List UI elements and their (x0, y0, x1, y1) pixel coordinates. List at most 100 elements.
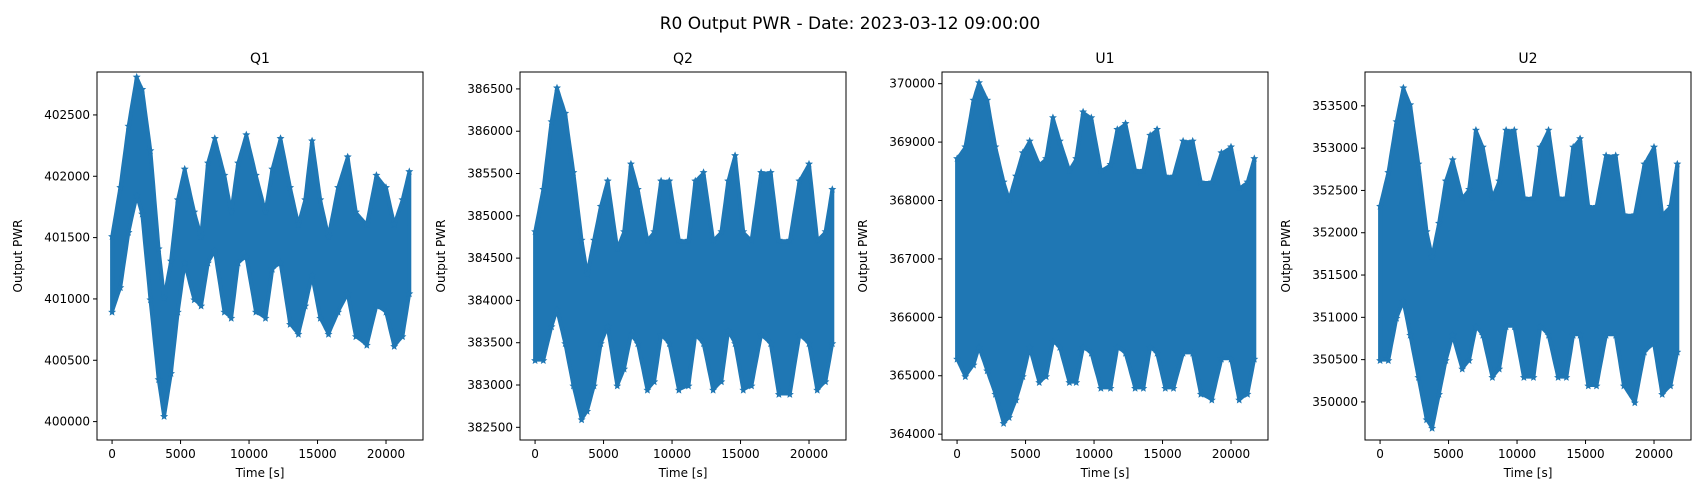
x-axis-label: Time [s] (658, 466, 708, 480)
data-point-star (731, 339, 739, 348)
data-point-star (1018, 372, 1027, 381)
axes-frame (96, 71, 424, 441)
x-tick-label: 15000 (721, 447, 759, 461)
data-point-star (1042, 372, 1051, 381)
subplot-q1: 0 5000 10000 15000 20000 400000 400500 401000 40… (11, 51, 424, 480)
data-point-star (674, 386, 683, 394)
data-point-star (724, 176, 733, 185)
data-point-star (1072, 378, 1081, 386)
data-point-star (813, 386, 822, 394)
data-point-star (324, 330, 333, 338)
data-point-star (1619, 381, 1628, 390)
x-tick-label: 20000 (367, 447, 405, 461)
data-point-star (747, 236, 756, 244)
data-point-star (757, 331, 766, 339)
y-tick-label: 350500 (1312, 353, 1358, 367)
data-point-star (577, 236, 586, 244)
data-point-star (1392, 314, 1401, 322)
data-point-star (774, 390, 783, 398)
data-point-star (251, 171, 260, 179)
y-axis-label: Output PWR (11, 220, 25, 293)
data-point-star (1554, 373, 1563, 381)
data-point-star (1384, 356, 1393, 364)
data-point-star (276, 258, 285, 267)
data-point-star (1113, 343, 1122, 351)
data-point-star (1673, 348, 1682, 356)
data-point-star (766, 168, 775, 176)
data-point-star (1035, 160, 1044, 168)
data-point-star (717, 377, 726, 386)
x-tick-label: 20000 (1212, 447, 1250, 461)
y-tick-label: 384500 (467, 251, 513, 265)
x-tick-label: 5000 (1433, 447, 1464, 461)
x-tick-label: 5000 (588, 447, 619, 461)
data-point-star (1519, 373, 1528, 381)
data-point-star (108, 308, 117, 316)
data-point-star (1012, 171, 1020, 180)
data-point-star (1650, 339, 1658, 348)
data-point-star (795, 176, 804, 185)
data-point-star (590, 236, 598, 244)
data-point-star (1072, 154, 1081, 162)
data-point-star (577, 415, 586, 424)
data-point-star (108, 232, 117, 240)
y-tick-label: 401500 (44, 231, 90, 245)
data-point-star (138, 85, 147, 93)
data-point-star (739, 227, 748, 236)
data-point-star (308, 136, 316, 145)
y-tick-label: 369000 (889, 135, 935, 149)
data-point-star (1055, 136, 1064, 145)
data-point-star (242, 252, 251, 261)
data-point-star (766, 339, 775, 348)
data-point-star (684, 236, 693, 244)
data-point-star (261, 207, 270, 216)
data-point-star (1049, 113, 1057, 122)
data-point-star (1018, 148, 1027, 157)
y-tick-label: 352000 (1312, 226, 1358, 240)
data-point-star (1161, 171, 1170, 180)
data-point-star (362, 341, 371, 349)
y-axis-label: Output PWR (1279, 220, 1293, 293)
data-point-star (180, 258, 189, 267)
data-point-star (1592, 202, 1601, 210)
data-point-star (351, 207, 360, 216)
data-point-star (124, 122, 133, 130)
data-point-star (1414, 373, 1423, 381)
data-point-star (1399, 83, 1408, 92)
data-point-star (1422, 227, 1431, 236)
data-point-star (234, 258, 243, 267)
y-tick-label: 353500 (1312, 99, 1358, 113)
data-point-star (1235, 183, 1244, 192)
data-point-star (1250, 355, 1259, 363)
data-point-star (1495, 364, 1504, 373)
data-point-star (665, 176, 674, 185)
figure-title: R0 Output PWR - Date: 2023-03-12 09:00:0… (660, 14, 1041, 34)
data-point-star (301, 301, 310, 310)
data-point-star (590, 381, 598, 390)
data-point-star (301, 195, 310, 204)
data-point-star (709, 386, 718, 394)
data-point-star (650, 377, 659, 386)
data-point-star (583, 407, 592, 415)
x-axis-label: Time [s] (1503, 466, 1553, 480)
data-point-star (210, 134, 219, 142)
data-point-star (1196, 177, 1205, 186)
x-tick-label: 20000 (790, 447, 828, 461)
data-point-star (1079, 343, 1088, 351)
data-point-star (633, 185, 642, 193)
data-point-star (316, 314, 325, 322)
y-tick-label: 352500 (1312, 183, 1358, 197)
data-point-star (709, 236, 718, 244)
data-point-star (684, 381, 693, 390)
data-point-star (1619, 210, 1628, 219)
y-tick-label: 385000 (467, 209, 513, 223)
data-point-star (1435, 219, 1443, 227)
data-point-star (1042, 154, 1051, 162)
data-point-star (1441, 356, 1450, 364)
data-point-star (975, 343, 983, 351)
x-tick-label: 15000 (1143, 447, 1181, 461)
x-axis-label: Time [s] (235, 466, 285, 480)
data-point-star (531, 227, 540, 236)
data-point-star (138, 209, 147, 218)
data-point-star (1121, 119, 1130, 127)
